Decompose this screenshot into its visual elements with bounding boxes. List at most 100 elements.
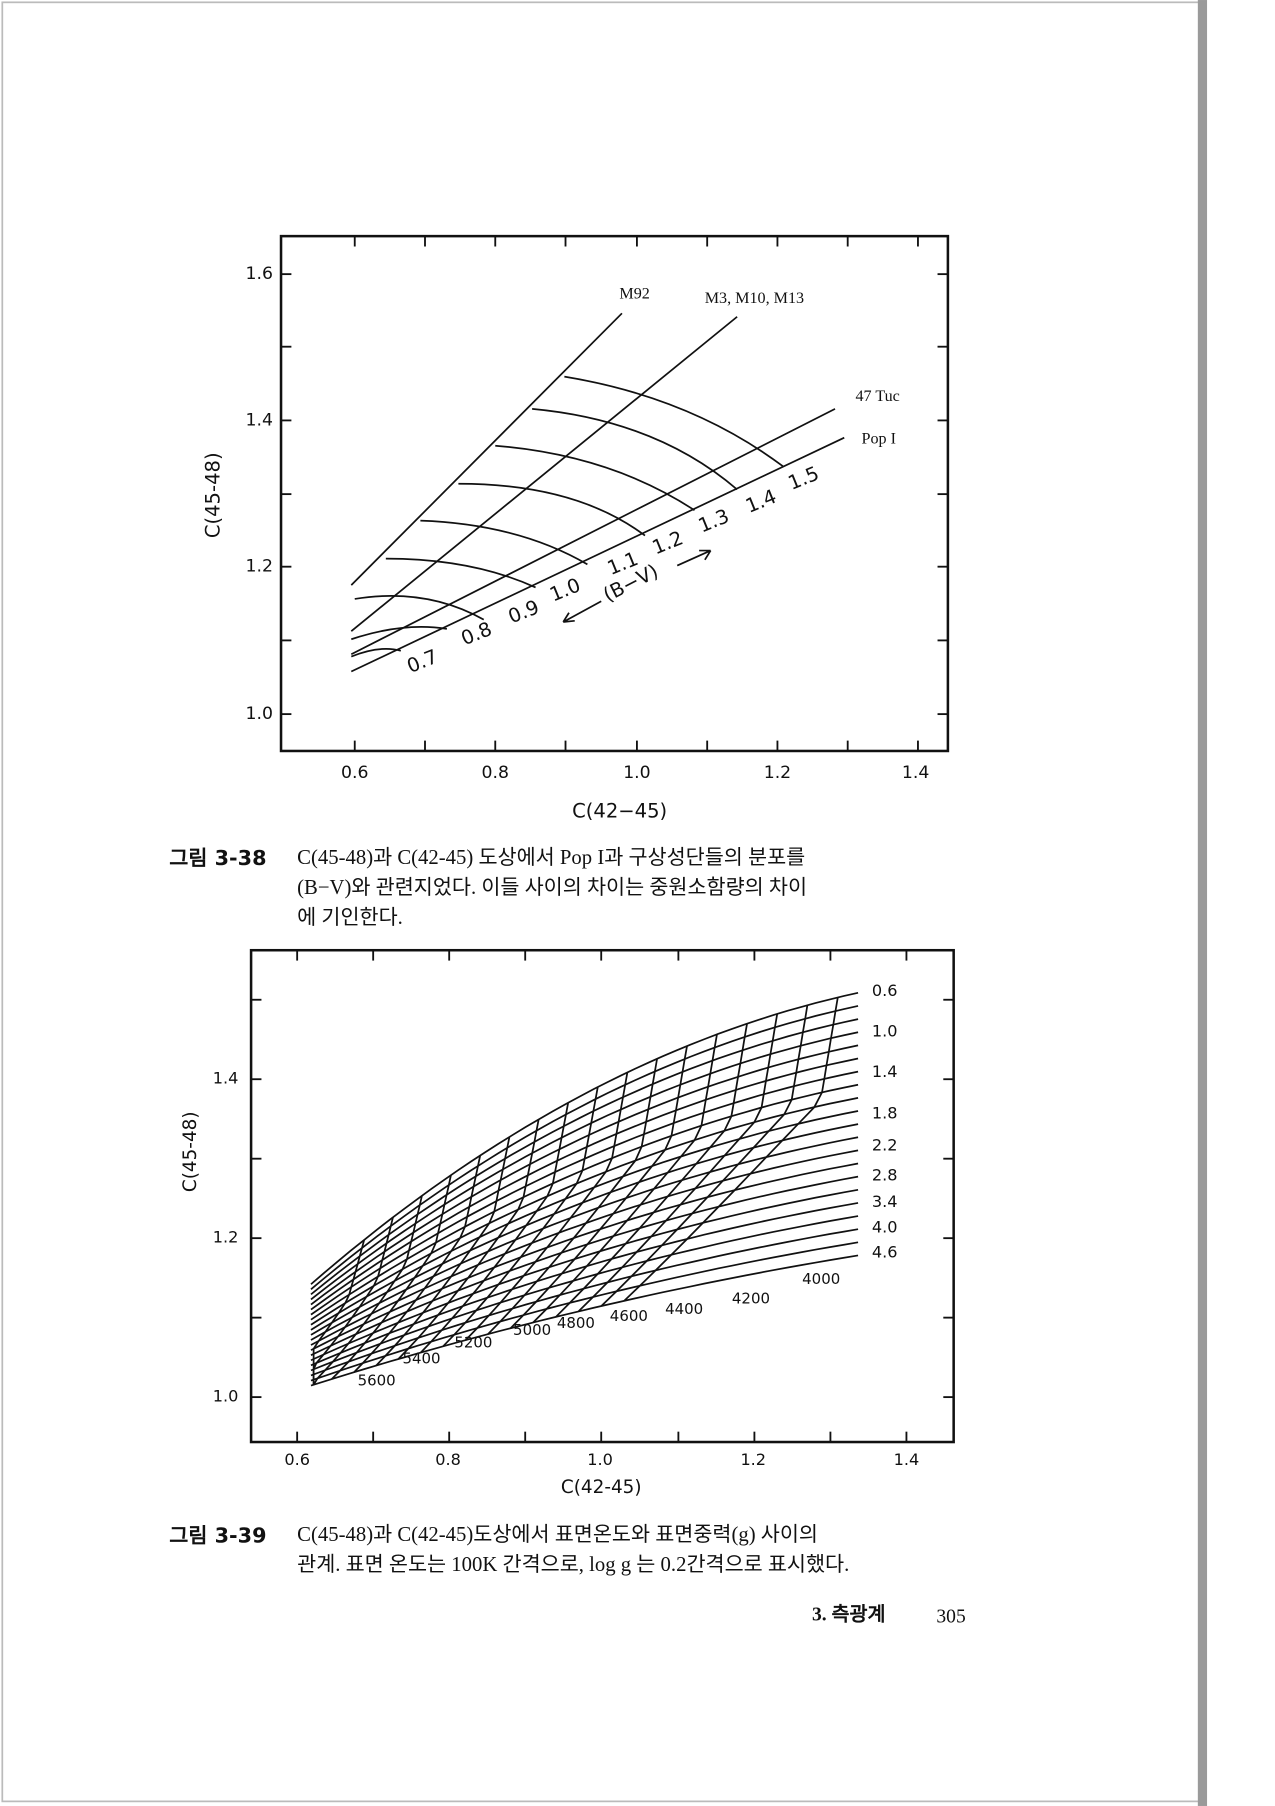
x-axis-label: C(42−45) bbox=[572, 800, 667, 823]
caption-number: 그림 3-39 bbox=[169, 1523, 266, 1547]
point-label: 4000 bbox=[802, 1270, 840, 1288]
curve-label: 4.6 bbox=[872, 1243, 898, 1262]
curve bbox=[354, 595, 485, 621]
x-tick-label: 0.8 bbox=[482, 763, 509, 783]
curve bbox=[310, 1228, 859, 1377]
y-tick-label: 1.2 bbox=[245, 557, 272, 577]
curve bbox=[310, 1083, 859, 1321]
curve bbox=[509, 1045, 688, 1329]
curve bbox=[564, 375, 784, 468]
caption-line: C(45-48)과 C(42-45) 도상에서 Pop I과 구상성단들의 분포… bbox=[297, 846, 805, 869]
point-label: 5400 bbox=[402, 1350, 440, 1368]
curve bbox=[310, 1202, 859, 1367]
curve bbox=[331, 1174, 452, 1380]
caption-line: C(45-48)과 C(42-45)도상에서 표면온도와 표면중력(g) 사이의 bbox=[297, 1523, 818, 1546]
caption-line: 관계. 표면 온도는 100K 간격으로, log g 는 0.2간격으로 표시… bbox=[297, 1553, 849, 1576]
curve bbox=[623, 997, 839, 1302]
curve bbox=[350, 316, 738, 632]
curve bbox=[375, 1136, 511, 1367]
x-tick-label: 0.8 bbox=[435, 1450, 461, 1469]
curve bbox=[420, 1102, 570, 1354]
page-number: 305 bbox=[936, 1607, 966, 1628]
curve bbox=[312, 1195, 423, 1386]
curve bbox=[310, 1215, 859, 1372]
curve bbox=[350, 648, 402, 658]
curve-label: 4.0 bbox=[872, 1217, 898, 1236]
curve-label: 1.8 bbox=[872, 1103, 898, 1122]
curve bbox=[310, 1136, 859, 1341]
caption-line: (B−V)와 관련지었다. 이들 사이의 차이는 중원소함량의 차이 bbox=[297, 876, 807, 899]
curve-label: M92 bbox=[619, 286, 649, 303]
arrow bbox=[562, 600, 602, 623]
curve bbox=[310, 1188, 859, 1362]
curve bbox=[350, 312, 623, 586]
curve bbox=[310, 1162, 859, 1351]
curve bbox=[310, 1241, 859, 1382]
y-tick-label: 1.4 bbox=[213, 1069, 239, 1088]
point-label: 4800 bbox=[557, 1314, 595, 1332]
curve bbox=[351, 626, 448, 641]
curve-label: 1.0 bbox=[872, 1021, 898, 1040]
curve bbox=[464, 1072, 629, 1341]
caption-number: 그림 3-38 bbox=[169, 846, 266, 870]
curve bbox=[312, 1217, 394, 1385]
curve bbox=[310, 1044, 859, 1306]
curve bbox=[310, 1149, 859, 1346]
curve-label: 47 Tuc bbox=[855, 388, 899, 405]
curve bbox=[350, 436, 845, 673]
footer-section: 3. 측광계 bbox=[812, 1603, 886, 1625]
point-label: 4400 bbox=[665, 1300, 703, 1318]
x-tick-label: 1.0 bbox=[587, 1450, 613, 1469]
point-label: 4600 bbox=[610, 1307, 648, 1325]
curve bbox=[555, 1023, 748, 1318]
x-tick-label: 0.6 bbox=[341, 763, 368, 783]
curve bbox=[310, 1110, 859, 1331]
x-tick-label: 1.2 bbox=[740, 1450, 766, 1469]
point-label: 5000 bbox=[513, 1321, 551, 1339]
point-label: 4200 bbox=[732, 1290, 770, 1308]
x-tick-label: 1.4 bbox=[894, 1450, 920, 1469]
curve bbox=[350, 408, 836, 655]
curve bbox=[487, 1058, 658, 1335]
curve bbox=[442, 1086, 599, 1347]
point-label: 5600 bbox=[358, 1371, 396, 1389]
curve-label: 3.4 bbox=[872, 1192, 898, 1211]
figure-2-frame bbox=[249, 948, 955, 1444]
y-tick-label: 1.6 bbox=[245, 264, 272, 284]
curve-label: 2.2 bbox=[872, 1136, 898, 1155]
curve bbox=[532, 1034, 718, 1324]
curve bbox=[310, 1031, 859, 1301]
y-tick-label: 1.4 bbox=[245, 410, 272, 430]
curve bbox=[495, 444, 695, 511]
point-label: 5200 bbox=[454, 1333, 492, 1351]
caption-line: 에 기인한다. bbox=[297, 906, 403, 929]
x-axis-label: C(42-45) bbox=[561, 1477, 642, 1498]
curve bbox=[420, 519, 588, 566]
x-tick-label: 0.6 bbox=[284, 1450, 310, 1469]
curve-label: 0.6 bbox=[872, 981, 898, 1000]
figure-2-curves bbox=[310, 991, 859, 1387]
curve-label: 2.8 bbox=[872, 1165, 898, 1184]
y-tick-label: 1.0 bbox=[213, 1387, 239, 1406]
curve bbox=[310, 1005, 859, 1290]
curve bbox=[310, 1123, 859, 1336]
curve-label: M3, M10, M13 bbox=[705, 290, 804, 307]
y-axis-label: C(45-48) bbox=[180, 1111, 201, 1192]
curve-label: 1.4 bbox=[872, 1062, 898, 1081]
curve bbox=[458, 482, 646, 537]
curve bbox=[310, 1057, 859, 1311]
x-tick-label: 1.0 bbox=[623, 763, 650, 783]
curve bbox=[310, 1018, 859, 1296]
y-tick-label: 1.0 bbox=[245, 704, 272, 724]
arrow bbox=[676, 549, 712, 567]
curve bbox=[532, 408, 738, 491]
figure-1-curves bbox=[350, 312, 845, 673]
x-tick-label: 1.4 bbox=[902, 763, 929, 783]
curve bbox=[397, 1119, 540, 1360]
x-tick-label: 1.2 bbox=[764, 763, 791, 783]
curve bbox=[385, 557, 536, 589]
page-spine bbox=[1197, 0, 1208, 1806]
curve bbox=[600, 1005, 809, 1307]
